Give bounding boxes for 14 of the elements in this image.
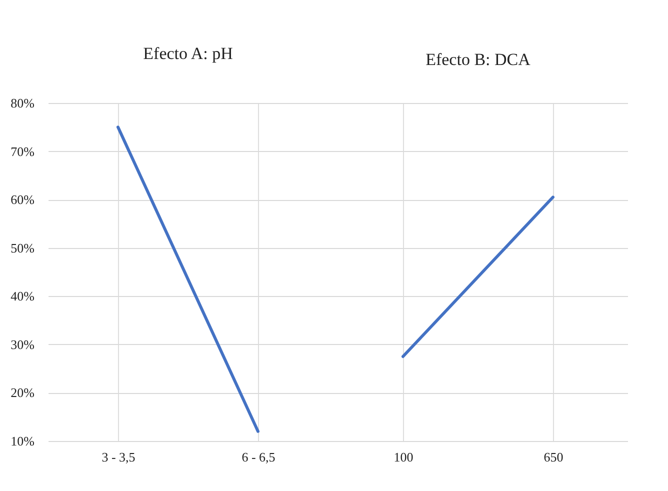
y-tick-label: 10% bbox=[10, 434, 35, 448]
y-tick-label: 80% bbox=[10, 96, 35, 110]
x-tick-label: 3 - 3,5 bbox=[102, 450, 136, 464]
x-tick-label: 6 - 6,5 bbox=[242, 450, 276, 464]
y-tick-label: 20% bbox=[10, 385, 35, 400]
y-tick-label: 40% bbox=[10, 288, 35, 304]
y-tick-label: 50% bbox=[10, 240, 35, 256]
chart-title: Efecto B: DCA bbox=[426, 50, 532, 69]
x-tick-label: 100 bbox=[394, 450, 414, 464]
x-tick-label: 650 bbox=[544, 450, 564, 464]
y-tick-label: 30% bbox=[10, 336, 35, 352]
y-tick-label: 60% bbox=[10, 192, 35, 208]
chart-title: Efecto A: pH bbox=[143, 44, 233, 63]
y-tick-label: 70% bbox=[10, 144, 35, 159]
